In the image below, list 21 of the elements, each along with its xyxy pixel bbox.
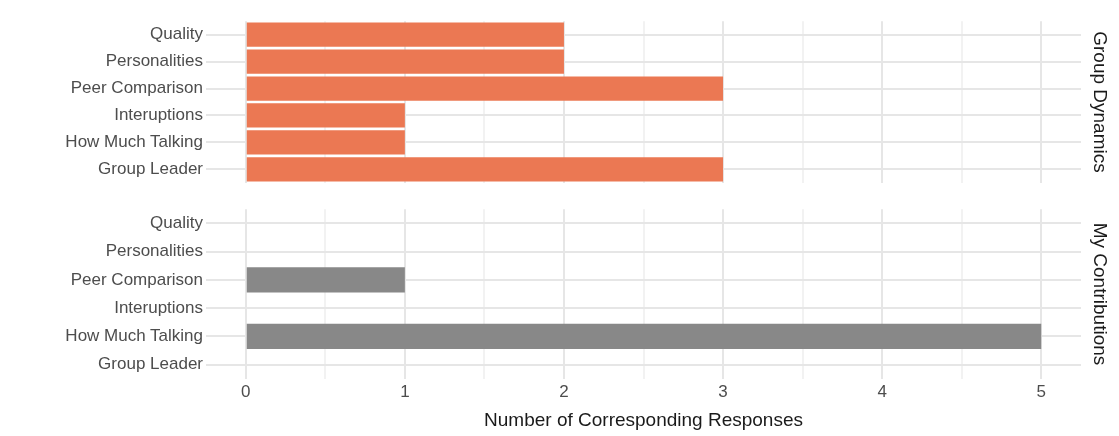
x-tick-label: 1 (400, 381, 410, 401)
x-tick-label: 0 (241, 381, 251, 401)
x-tick-label: 5 (1036, 381, 1046, 401)
y-tick-label: Group Leader (98, 354, 204, 374)
y-tick-label: How Much Talking (65, 326, 203, 346)
y-tick-label: Peer Comparison (70, 78, 203, 98)
text: My Contributions (1089, 222, 1111, 366)
y-tick-label: Personalities (105, 51, 203, 71)
x-tick-label: 2 (559, 381, 569, 401)
y-tick-label: How Much Talking (65, 132, 203, 152)
y-tick-label: Quality (150, 213, 204, 233)
y-tick-label: Quality (150, 24, 204, 44)
x-axis-title: Number of Corresponding Responses (484, 408, 803, 430)
y-tick-label: Personalities (105, 241, 203, 261)
x-tick-label: 4 (877, 381, 887, 401)
y-tick-label: Interuptions (114, 297, 203, 317)
text: Group Dynamics (1089, 31, 1111, 173)
y-tick-label: Group Leader (98, 159, 204, 179)
y-tick-label: Peer Comparison (70, 269, 203, 289)
y-tick-label: Interuptions (114, 105, 203, 125)
x-tick-label: 3 (718, 381, 728, 401)
